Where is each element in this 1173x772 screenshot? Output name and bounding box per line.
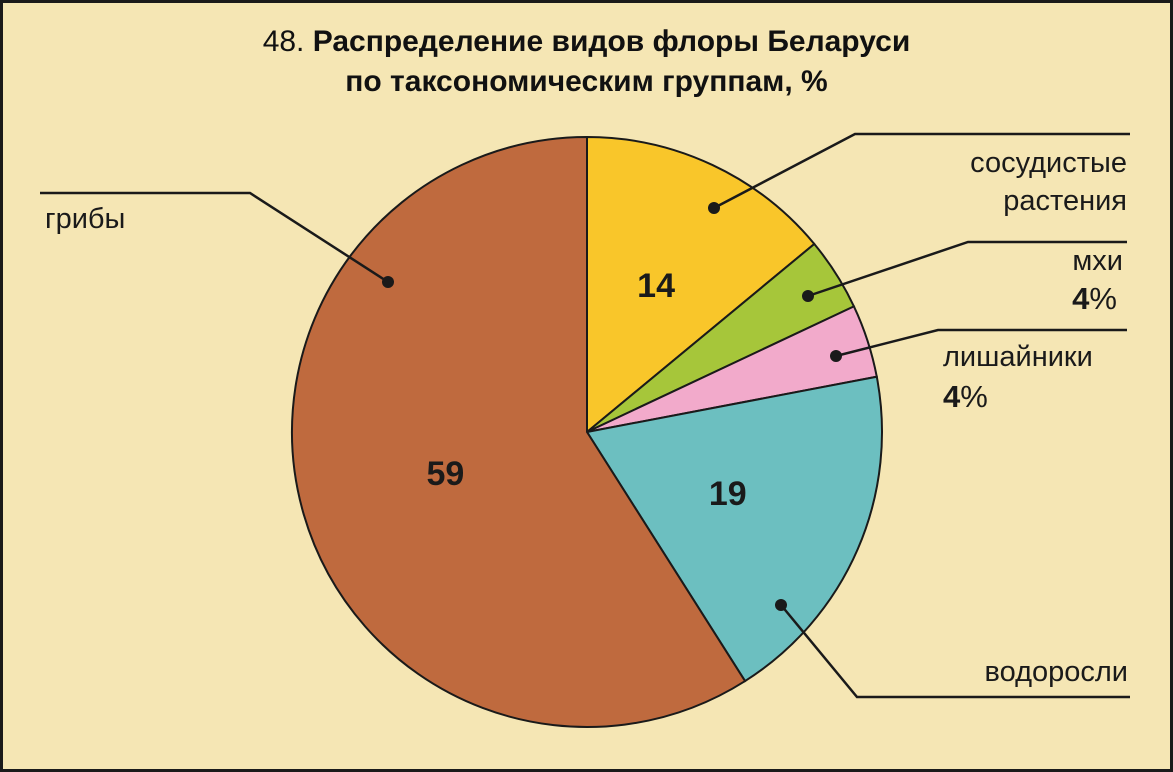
- slice-value-label: 59: [426, 455, 464, 493]
- leader-dot: [382, 276, 394, 288]
- leader-dot: [775, 599, 787, 611]
- leader-line: [713, 132, 1130, 210]
- slice-name-label: грибы: [45, 203, 125, 235]
- title-line-1: 48. Распределение видов флоры Беларуси: [0, 22, 1173, 62]
- leader-line: [835, 328, 1127, 358]
- leader-dot: [708, 202, 720, 214]
- leader-line: [40, 191, 389, 284]
- slice-percent-label: 4%: [1072, 281, 1117, 316]
- slice-name-label: водоросли: [985, 656, 1129, 688]
- slice-name-label: лишайники: [943, 341, 1093, 373]
- title-number: 48.: [262, 25, 305, 58]
- title-text-1: Распределение видов флоры Беларуси: [312, 25, 911, 58]
- leader-dot: [802, 290, 814, 302]
- leader-line: [780, 604, 1130, 699]
- slice-value-label: 19: [709, 475, 747, 513]
- slice-name-label: мхи: [1072, 245, 1123, 277]
- title-text-2: по таксономическим группам, %: [345, 65, 828, 98]
- pie-slice: [586, 135, 816, 435]
- slice-name-label: растения: [1003, 185, 1127, 217]
- pie-slice: [585, 375, 883, 683]
- leader-line: [807, 240, 1127, 298]
- pie-slice: [291, 135, 747, 728]
- slice-name-label: сосудистые: [970, 147, 1127, 179]
- leader-dot: [830, 350, 842, 362]
- chart-title: 48. Распределение видов флоры Беларуси п…: [0, 22, 1173, 102]
- slice-value-label: 14: [637, 267, 675, 305]
- slice-percent-label: 4%: [943, 379, 988, 414]
